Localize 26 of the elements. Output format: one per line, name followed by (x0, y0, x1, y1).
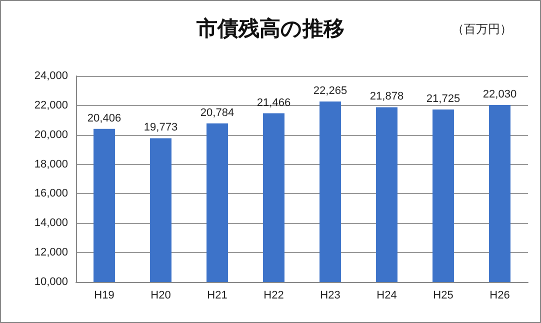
x-tick-label: H25 (433, 290, 454, 302)
y-tick-label: 10,000 (34, 276, 68, 288)
y-tick-label: 20,000 (34, 128, 68, 141)
data-label: 20,406 (87, 112, 122, 124)
data-label: 21,466 (256, 96, 291, 109)
data-label: 20,784 (200, 106, 234, 119)
y-tick-label: 12,000 (34, 246, 68, 259)
y-tick-label: 24,000 (34, 70, 68, 82)
y-tick-label: 16,000 (34, 188, 68, 200)
y-tick-label: 14,000 (34, 217, 68, 230)
data-label: 21,878 (370, 90, 404, 103)
data-label: 22,030 (482, 88, 517, 100)
x-tick-label: H20 (150, 290, 171, 302)
x-tick-label: H22 (264, 290, 284, 302)
x-tick-label: H23 (320, 290, 340, 302)
chart-title: 市債残高の推移 (196, 16, 344, 40)
x-tick-label: H24 (376, 290, 397, 302)
data-label: 19,773 (144, 122, 178, 134)
x-tick-label: H19 (94, 290, 114, 302)
text: （百万円） (452, 22, 512, 36)
data-label: 22,265 (313, 85, 348, 98)
data-label: 21,725 (426, 92, 460, 105)
y-tick-label: 18,000 (34, 158, 68, 170)
x-tick-label: H26 (490, 290, 510, 302)
x-tick-label: H21 (207, 290, 228, 302)
y-tick-label: 22,000 (34, 99, 68, 112)
